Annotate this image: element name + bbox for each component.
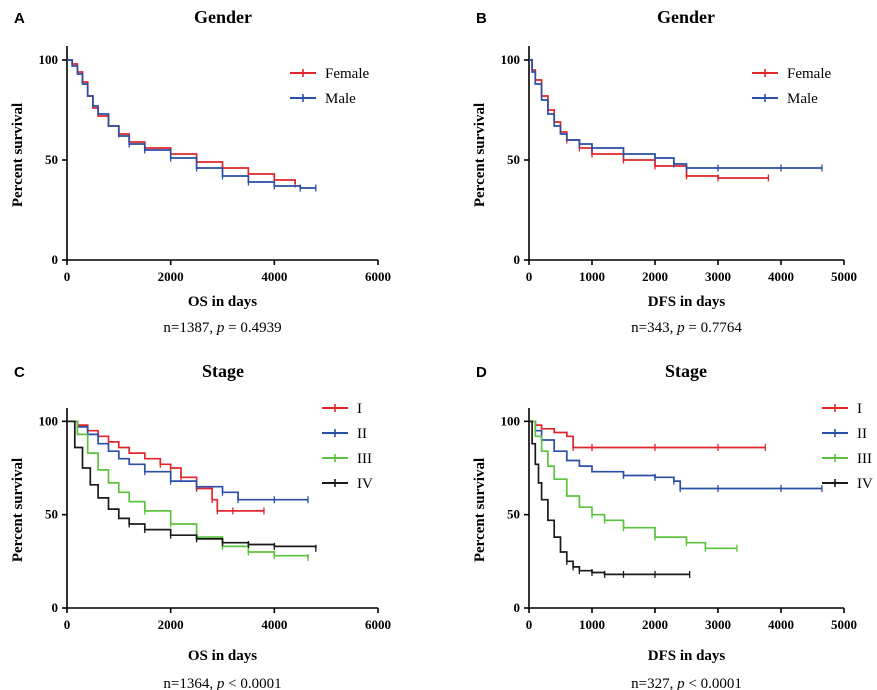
y-tick-label: 100 — [501, 52, 521, 67]
legend-label: III — [857, 451, 872, 467]
chart-title: Gender — [657, 7, 715, 27]
y-tick-label: 0 — [52, 600, 59, 615]
y-tick-label: 50 — [45, 507, 58, 522]
stats-caption: n=343, p = 0.7764 — [631, 320, 742, 336]
panel-letter: C — [14, 364, 25, 381]
series-line-ii — [529, 420, 822, 490]
panel-letter: A — [14, 10, 25, 27]
legend-label: Female — [787, 66, 831, 82]
x-tick-label: 5000 — [831, 617, 857, 632]
x-tick-label: 2000 — [158, 617, 184, 632]
panel-c: C Stage 0 50 100 0 2000 4000 6000 OS in days Perce… — [10, 361, 391, 690]
x-tick-label: 3000 — [705, 617, 731, 632]
panel-a: A Gender 0 50 100 0 2000 4000 6000 OS in days Perc… — [10, 7, 391, 336]
x-axis-label: DFS in days — [648, 648, 726, 664]
x-tick-label: 5000 — [831, 269, 857, 284]
x-tick-label: 0 — [64, 617, 71, 632]
x-tick-label: 0 — [526, 269, 533, 284]
stats-caption: n=1364, p < 0.0001 — [163, 676, 281, 690]
x-tick-label: 0 — [526, 617, 533, 632]
x-axis-label: OS in days — [188, 648, 257, 664]
y-tick-label: 0 — [514, 600, 521, 615]
stats-caption: n=1387, p = 0.4939 — [163, 320, 281, 336]
y-tick-label: 50 — [507, 507, 520, 522]
x-tick-label: 0 — [64, 269, 71, 284]
y-tick-label: 100 — [39, 52, 59, 67]
x-tick-label: 1000 — [579, 617, 605, 632]
x-tick-label: 4000 — [261, 617, 287, 632]
x-tick-label: 1000 — [579, 269, 605, 284]
legend-label: II — [857, 426, 867, 442]
legend-label: Male — [325, 91, 356, 107]
legend-label: II — [357, 426, 367, 442]
y-axis-label: Percent survival — [10, 458, 26, 562]
y-axis-label: Percent survival — [10, 103, 26, 207]
stats-caption: n=327, p < 0.0001 — [631, 676, 742, 690]
y-tick-label: 0 — [52, 252, 59, 267]
legend-label: III — [357, 451, 372, 467]
chart-title: Stage — [202, 361, 244, 381]
y-tick-label: 50 — [507, 152, 520, 167]
x-tick-label: 2000 — [158, 269, 184, 284]
x-axis-label: OS in days — [188, 294, 257, 310]
y-tick-label: 50 — [45, 152, 58, 167]
x-tick-label: 2000 — [642, 617, 668, 632]
legend-label: Male — [787, 91, 818, 107]
series-line-i — [67, 420, 264, 512]
legend-label: IV — [357, 476, 373, 492]
series-line-female — [67, 59, 296, 184]
series-line-iii — [67, 420, 309, 558]
series-line-iv — [67, 420, 317, 549]
legend-label: IV — [857, 476, 873, 492]
series-line-iii — [529, 420, 737, 550]
x-tick-label: 2000 — [642, 269, 668, 284]
chart-title: Stage — [665, 361, 707, 381]
x-tick-label: 6000 — [365, 269, 391, 284]
y-tick-label: 100 — [501, 413, 521, 428]
series-line-iv — [529, 420, 690, 576]
x-tick-label: 4000 — [261, 269, 287, 284]
y-tick-label: 0 — [514, 252, 521, 267]
x-axis-label: DFS in days — [648, 294, 726, 310]
y-axis-label: Percent survival — [472, 458, 488, 562]
panel-letter: B — [476, 10, 487, 27]
chart-title: Gender — [194, 7, 252, 27]
legend-label: I — [357, 401, 362, 417]
series-line-female — [529, 59, 769, 179]
x-tick-label: 3000 — [705, 269, 731, 284]
x-tick-label: 6000 — [365, 617, 391, 632]
y-axis-label: Percent survival — [472, 103, 488, 207]
legend-label: I — [857, 401, 862, 417]
panel-letter: D — [476, 364, 487, 381]
y-tick-label: 100 — [39, 413, 59, 428]
x-tick-label: 4000 — [768, 617, 794, 632]
legend-label: Female — [325, 66, 369, 82]
series-line-ii — [67, 420, 308, 501]
series-line-male — [67, 59, 316, 189]
series-line-i — [529, 420, 766, 449]
x-tick-label: 4000 — [768, 269, 794, 284]
series-line-male — [529, 59, 822, 169]
